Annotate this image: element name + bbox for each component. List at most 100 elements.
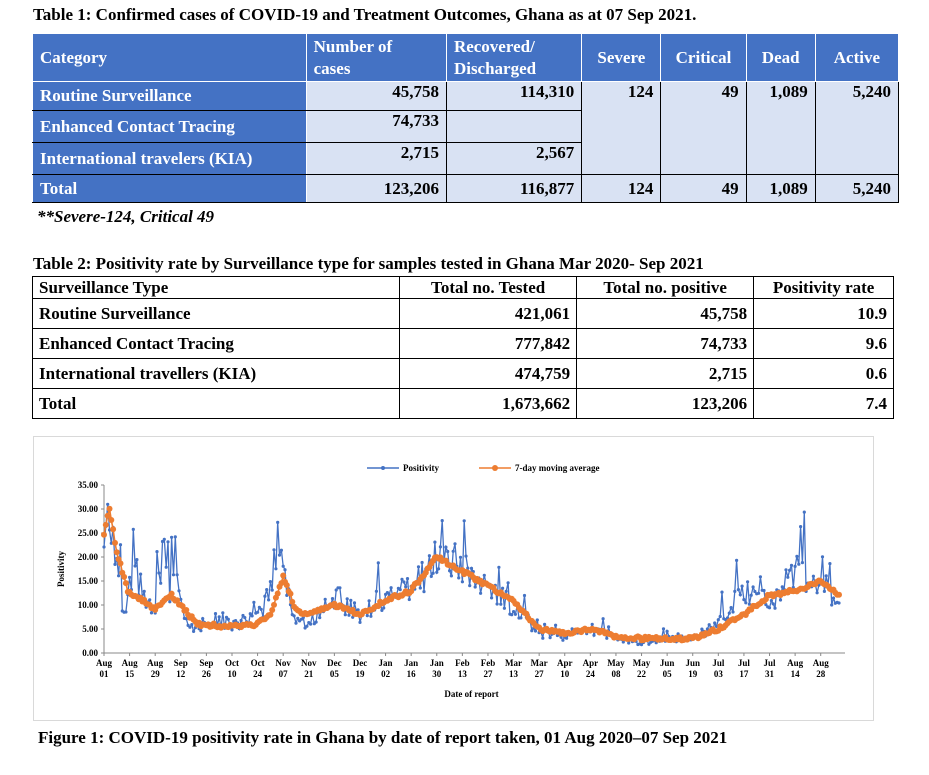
t2-row-type: Routine Surveillance [31, 298, 401, 329]
positivity-point [512, 610, 516, 614]
moving-average-point [121, 573, 128, 580]
positivity-point [499, 602, 503, 606]
positivity-point [296, 616, 300, 620]
positivity-point [217, 615, 221, 619]
t2-cell-positive: 45,758 [576, 298, 755, 329]
positivity-point [449, 574, 453, 578]
positivity-point [495, 602, 499, 606]
t1-total-active: 5,240 [814, 174, 900, 203]
t1-row-category: Routine Surveillance [32, 81, 307, 111]
t1-total-dead: 1,089 [745, 174, 816, 203]
positivity-point [131, 527, 135, 531]
positivity-point [283, 568, 287, 572]
positivity-point [501, 586, 505, 590]
positivity-point [720, 590, 724, 594]
moving-average-point [122, 580, 129, 587]
positivity-point [733, 589, 737, 593]
x-tick-day: 14 [791, 669, 801, 679]
legend-label: Positivity [403, 463, 439, 473]
positivity-point [201, 617, 205, 621]
positivity-point [479, 591, 483, 595]
positivity-point [164, 565, 168, 569]
positivity-point [133, 564, 137, 568]
positivity-point [274, 567, 278, 571]
positivity-point [334, 588, 338, 592]
t1-header-active: Active [814, 33, 900, 82]
positivity-point [590, 622, 594, 626]
positivity-point [736, 588, 741, 592]
positivity-point [561, 638, 565, 642]
positivity-point [349, 598, 353, 602]
legend-swatch-marker [381, 466, 385, 470]
positivity-point [742, 598, 746, 602]
t1-cell-cases: 45,758 [305, 81, 447, 111]
moving-average-point [289, 598, 296, 605]
positivity-point [771, 602, 775, 606]
positivity-point [166, 540, 170, 544]
y-tick-label: 25.00 [78, 528, 99, 538]
positivity-point [226, 617, 230, 621]
moving-average-point [287, 590, 294, 597]
positivity-point [548, 636, 552, 640]
positivity-point [279, 548, 283, 552]
positivity-point [268, 580, 272, 584]
positivity-point [422, 590, 426, 594]
positivity-point [713, 621, 717, 625]
t2-cell-positive: 2,715 [576, 358, 755, 389]
moving-average-point [108, 517, 115, 523]
positivity-point [729, 606, 733, 610]
x-tick-day: 05 [330, 669, 340, 679]
positivity-point [462, 519, 466, 523]
positivity-point [530, 629, 534, 633]
x-tick-day: 19 [355, 669, 365, 679]
positivity-point [305, 624, 309, 628]
positivity-point [230, 628, 234, 632]
positivity-point [221, 611, 225, 615]
positivity-point [543, 622, 547, 626]
x-tick-day: 16 [407, 669, 417, 679]
positivity-point [621, 640, 625, 644]
t1-header-severe: Severe [581, 33, 662, 82]
x-tick-month: Oct [225, 658, 239, 668]
positivity-point [815, 591, 819, 595]
x-tick-month: May [607, 658, 625, 668]
positivity-point [427, 554, 431, 558]
positivity-point [352, 601, 357, 605]
t1-total-cases: 123,206 [305, 174, 447, 203]
positivity-point [828, 562, 832, 566]
x-tick-day: 28 [816, 669, 826, 679]
positivity-point [160, 539, 165, 544]
positivity-point [592, 633, 596, 637]
x-tick-month: Jan [430, 658, 444, 668]
positivity-point [769, 599, 774, 603]
positivity-point [448, 569, 452, 573]
positivity-point [149, 611, 154, 615]
t1-cell-cases: 2,715 [305, 142, 447, 175]
x-tick-day: 10 [560, 669, 570, 679]
positivity-point [735, 558, 739, 562]
t1-header-recovered: Recovered/ Discharged [445, 33, 583, 82]
positivity-point [404, 585, 408, 589]
positivity-point [248, 612, 252, 616]
positivity-point [822, 589, 827, 593]
x-tick-day: 27 [483, 669, 493, 679]
x-tick-day: 22 [637, 669, 647, 679]
x-tick-month: Nov [301, 658, 317, 668]
t2-cell-tested: 1,673,662 [399, 388, 578, 419]
t1-row-category: Enhanced Contact Tracing [32, 110, 307, 143]
x-tick-month: Jul [712, 658, 725, 668]
positivity-chart: 0.00 5.00 10.00 15.00 20.00 25.00 30.00 35.00 Au… [56, 463, 845, 699]
x-tick-month: Jun [660, 658, 675, 668]
positivity-point [142, 589, 146, 593]
x-tick-day: 05 [663, 669, 673, 679]
positivity-point [330, 597, 335, 601]
positivity-point [124, 610, 128, 614]
positivity-point [824, 574, 828, 578]
positivity-point [744, 601, 748, 605]
positivity-point [802, 510, 806, 514]
positivity-point [256, 610, 260, 614]
positivity-point [318, 616, 322, 620]
x-tick-month: Aug [813, 658, 830, 668]
positivity-point [199, 629, 203, 633]
t2-row-type: International travellers (KIA) [31, 358, 401, 389]
